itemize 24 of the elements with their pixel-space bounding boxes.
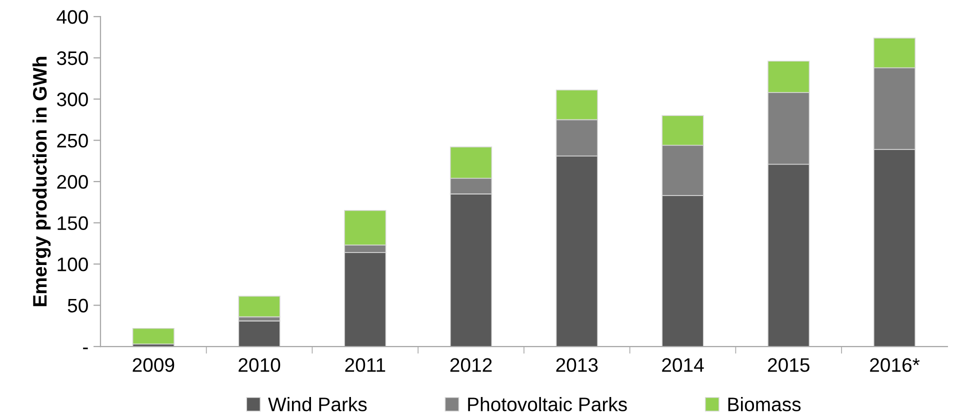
legend-label: Photovoltaic Parks <box>468 397 627 412</box>
y-tick-label: 200 <box>57 175 88 189</box>
x-tick-label: 2011 <box>345 358 386 372</box>
legend-label: Wind Parks <box>268 397 367 412</box>
x-tick-label: 2010 <box>238 358 280 372</box>
y-tick-label: - <box>83 348 88 350</box>
y-tick-label: 250 <box>57 134 88 148</box>
y-tick-label: 350 <box>56 51 88 66</box>
x-tick-label: 2013 <box>556 358 598 372</box>
y-axis-title: Emergy production in GWh <box>32 56 51 306</box>
bar <box>238 296 280 318</box>
x-tick-label: 2012 <box>450 358 492 372</box>
x-tick-label: 2016* <box>870 358 920 372</box>
y-tick-label: 100 <box>58 258 88 272</box>
y-tick-label: 300 <box>56 92 88 106</box>
y-tick-label: 400 <box>56 10 88 24</box>
legend-label: Biomass <box>728 397 801 412</box>
x-tick-label: 2014 <box>662 358 704 372</box>
x-tick-label: 2015 <box>768 358 810 372</box>
y-tick-label: 50 <box>68 298 88 313</box>
y-tick-label: 150 <box>58 216 88 230</box>
x-tick-label: 2009 <box>132 358 174 372</box>
bar <box>238 320 280 347</box>
bar <box>132 328 174 344</box>
